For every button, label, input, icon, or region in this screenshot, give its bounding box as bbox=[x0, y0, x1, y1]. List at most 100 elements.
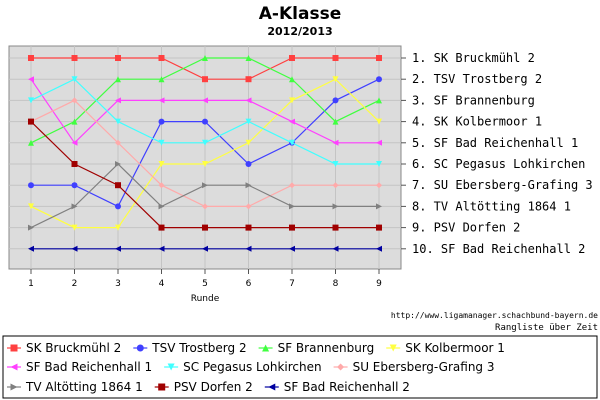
data-point bbox=[158, 139, 165, 146]
x-tick-label: 3 bbox=[115, 279, 121, 289]
data-point bbox=[202, 55, 208, 61]
data-point bbox=[376, 97, 382, 104]
data-point bbox=[158, 97, 165, 104]
data-point bbox=[28, 118, 34, 125]
data-point bbox=[332, 182, 339, 189]
data-point bbox=[289, 118, 295, 125]
data-point bbox=[376, 118, 382, 125]
data-point bbox=[115, 55, 121, 61]
legend-label: SK Bruckmühl 2 bbox=[26, 341, 121, 355]
legend-label: SC Pegasus Lohkirchen bbox=[183, 360, 321, 374]
legend-label: SF Brannenburg bbox=[278, 341, 375, 355]
data-point bbox=[115, 245, 121, 252]
legend-swatch-marker bbox=[389, 344, 397, 352]
legend-swatch-marker bbox=[10, 363, 18, 371]
legend-item: SF Brannenburg bbox=[258, 341, 375, 355]
data-point bbox=[115, 118, 121, 125]
data-point bbox=[376, 224, 382, 231]
x-tick-label: 4 bbox=[159, 279, 165, 289]
x-tick-label: 9 bbox=[376, 279, 382, 289]
data-point bbox=[71, 76, 78, 83]
caption: Rangliste über Zeit bbox=[495, 323, 598, 333]
x-axis-label: Runde bbox=[191, 294, 220, 304]
data-point bbox=[202, 203, 208, 210]
data-point bbox=[202, 182, 208, 189]
legend-item: SF Bad Reichenhall 1 bbox=[7, 360, 152, 374]
rank-label: 5. SF Bad Reichenhall 1 bbox=[412, 136, 578, 150]
data-point bbox=[158, 182, 165, 189]
data-point bbox=[245, 224, 252, 231]
data-point bbox=[71, 55, 78, 61]
data-point bbox=[28, 245, 34, 252]
data-point bbox=[158, 55, 165, 61]
legend-label: TV Altötting 1864 1 bbox=[25, 380, 143, 394]
legend-item: SC Pegasus Lohkirchen bbox=[164, 360, 322, 374]
data-point bbox=[202, 224, 208, 231]
data-point bbox=[71, 203, 78, 210]
data-point bbox=[158, 224, 165, 231]
legend-swatch-marker bbox=[10, 344, 18, 352]
data-point bbox=[28, 203, 34, 210]
x-tick-label: 6 bbox=[246, 279, 252, 289]
data-point bbox=[289, 245, 295, 252]
data-point bbox=[332, 55, 339, 61]
legend: SK Bruckmühl 2 TSV Trostberg 2 SF Brannenb… bbox=[7, 341, 505, 394]
rank-label: 9. PSV Dorfen 2 bbox=[412, 221, 520, 235]
chart-title: A-Klasse bbox=[259, 4, 341, 24]
data-point bbox=[245, 245, 252, 252]
series-7 bbox=[28, 97, 382, 210]
data-point bbox=[115, 182, 121, 189]
data-point bbox=[71, 161, 78, 167]
rank-label: 4. SK Kolbermoor 1 bbox=[412, 115, 542, 129]
data-point bbox=[202, 139, 208, 146]
rank-label: 1. SK Bruckmühl 2 bbox=[412, 51, 535, 65]
legend-label: SK Kolbermoor 1 bbox=[405, 341, 505, 355]
data-point bbox=[71, 224, 78, 231]
data-point bbox=[289, 182, 295, 189]
rank-label: 10. SF Bad Reichenhall 2 bbox=[412, 242, 585, 256]
data-point bbox=[332, 224, 339, 231]
x-axis: 1 2 3 4 5 6 7 8 9 bbox=[28, 269, 382, 289]
data-point bbox=[332, 97, 339, 104]
data-point bbox=[158, 76, 165, 83]
series-9 bbox=[28, 118, 382, 231]
rank-label: 8. TV Altötting 1864 1 bbox=[412, 199, 571, 213]
data-point bbox=[71, 245, 78, 252]
data-point bbox=[202, 118, 208, 125]
legend-item: SF Bad Reichenhall 2 bbox=[264, 380, 410, 394]
data-point bbox=[332, 139, 339, 146]
legend-item: SK Bruckmühl 2 bbox=[7, 341, 121, 355]
data-point bbox=[202, 245, 208, 252]
data-point bbox=[245, 161, 252, 167]
series-4 bbox=[28, 76, 382, 231]
legend-item: SK Kolbermoor 1 bbox=[386, 341, 505, 355]
data-point bbox=[332, 161, 339, 167]
series-3 bbox=[28, 55, 382, 146]
data-point bbox=[289, 97, 295, 104]
legend-label: PSV Dorfen 2 bbox=[174, 380, 253, 394]
data-point bbox=[245, 203, 252, 210]
data-point bbox=[202, 161, 208, 167]
data-point bbox=[376, 55, 382, 61]
data-point bbox=[245, 182, 252, 189]
rank-label: 7. SU Ebersberg-Grafing 3 bbox=[412, 178, 593, 192]
data-point bbox=[71, 118, 78, 125]
rank-label: 6. SC Pegasus Lohkirchen bbox=[412, 157, 585, 171]
data-point bbox=[245, 118, 252, 125]
series-group bbox=[28, 55, 382, 252]
series-8 bbox=[28, 161, 382, 231]
x-tick-label: 8 bbox=[333, 279, 339, 289]
data-point bbox=[376, 76, 382, 83]
rank-label: 3. SF Brannenburg bbox=[412, 93, 535, 107]
data-point bbox=[289, 224, 295, 231]
legend-item: TSV Trostberg 2 bbox=[133, 341, 247, 355]
legend-item: TV Altötting 1864 1 bbox=[7, 380, 143, 394]
data-point bbox=[202, 97, 208, 104]
data-point bbox=[28, 55, 34, 61]
rank-label: 2. TSV Trostberg 2 bbox=[412, 72, 542, 86]
data-point bbox=[158, 203, 165, 210]
data-point bbox=[71, 139, 78, 146]
data-point bbox=[28, 139, 34, 146]
data-point bbox=[376, 182, 382, 189]
